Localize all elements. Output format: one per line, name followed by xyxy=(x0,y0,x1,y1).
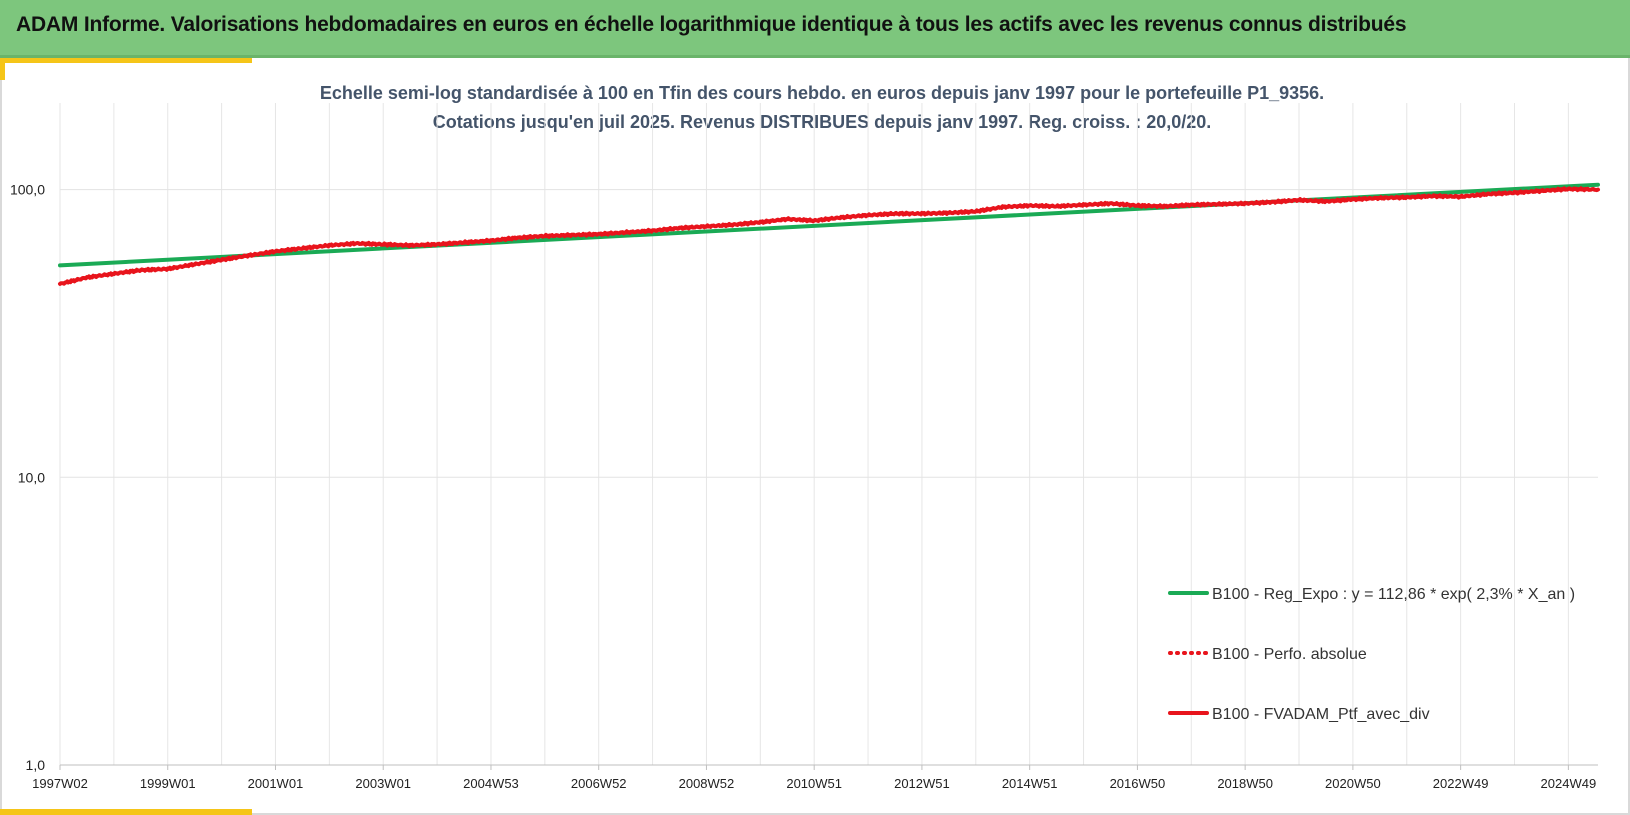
y-tick-label: 10,0 xyxy=(18,469,45,485)
legend-label-1: B100 - Reg_Expo : y = 112,86 * exp( 2,3%… xyxy=(1212,586,1575,603)
x-tick-label: 2010W51 xyxy=(786,776,842,791)
y-tick-label: 1,0 xyxy=(26,757,46,773)
x-tick-label: 2022W49 xyxy=(1433,776,1489,791)
x-tick-label: 2024W49 xyxy=(1541,776,1597,791)
chart-subtitle-line1: Echelle semi-log standardisée à 100 en T… xyxy=(320,83,1324,103)
accent-bar-bottom-left xyxy=(0,809,252,815)
x-tick-label: 2018W50 xyxy=(1217,776,1273,791)
page-title: ADAM Informe. Valorisations hebdomadaire… xyxy=(16,13,1407,36)
x-tick-label: 2014W51 xyxy=(1002,776,1058,791)
series-lines xyxy=(58,182,1600,286)
x-tick-label: 2001W01 xyxy=(248,776,304,791)
x-tick-label: 2020W50 xyxy=(1325,776,1381,791)
legend-label-2: B100 - Perfo. absolue xyxy=(1212,646,1367,663)
legend-label-3: B100 - FVADAM_Ptf_avec_div xyxy=(1212,706,1430,723)
y-tick-label: 100,0 xyxy=(10,182,45,198)
header-banner: ADAM Informe. Valorisations hebdomadaire… xyxy=(0,0,1630,58)
x-tick-label: 2012W51 xyxy=(894,776,950,791)
accent-bar-top-left xyxy=(0,58,252,63)
x-tick-label: 1997W02 xyxy=(32,776,88,791)
x-tick-label: 2003W01 xyxy=(355,776,411,791)
x-tick-label: 2004W53 xyxy=(463,776,519,791)
axes: 1,0 10,0 100,0 1997W02 1999W01 2001W01 2003W01… xyxy=(10,182,1598,791)
legend: B100 - Reg_Expo : y = 112,86 * exp( 2,3%… xyxy=(1168,586,1575,723)
x-tick-label: 1999W01 xyxy=(140,776,196,791)
chart-subtitle-line2: Cotations jusqu'en juil 2025. Revenus DI… xyxy=(433,112,1212,132)
x-tick-label: 2016W50 xyxy=(1110,776,1166,791)
grid-lines xyxy=(59,103,1598,766)
accent-bar-left-edge xyxy=(0,58,5,80)
series-line-3 xyxy=(58,186,1600,286)
x-tick-label: 2008W52 xyxy=(679,776,735,791)
x-tick-label: 2006W52 xyxy=(571,776,627,791)
